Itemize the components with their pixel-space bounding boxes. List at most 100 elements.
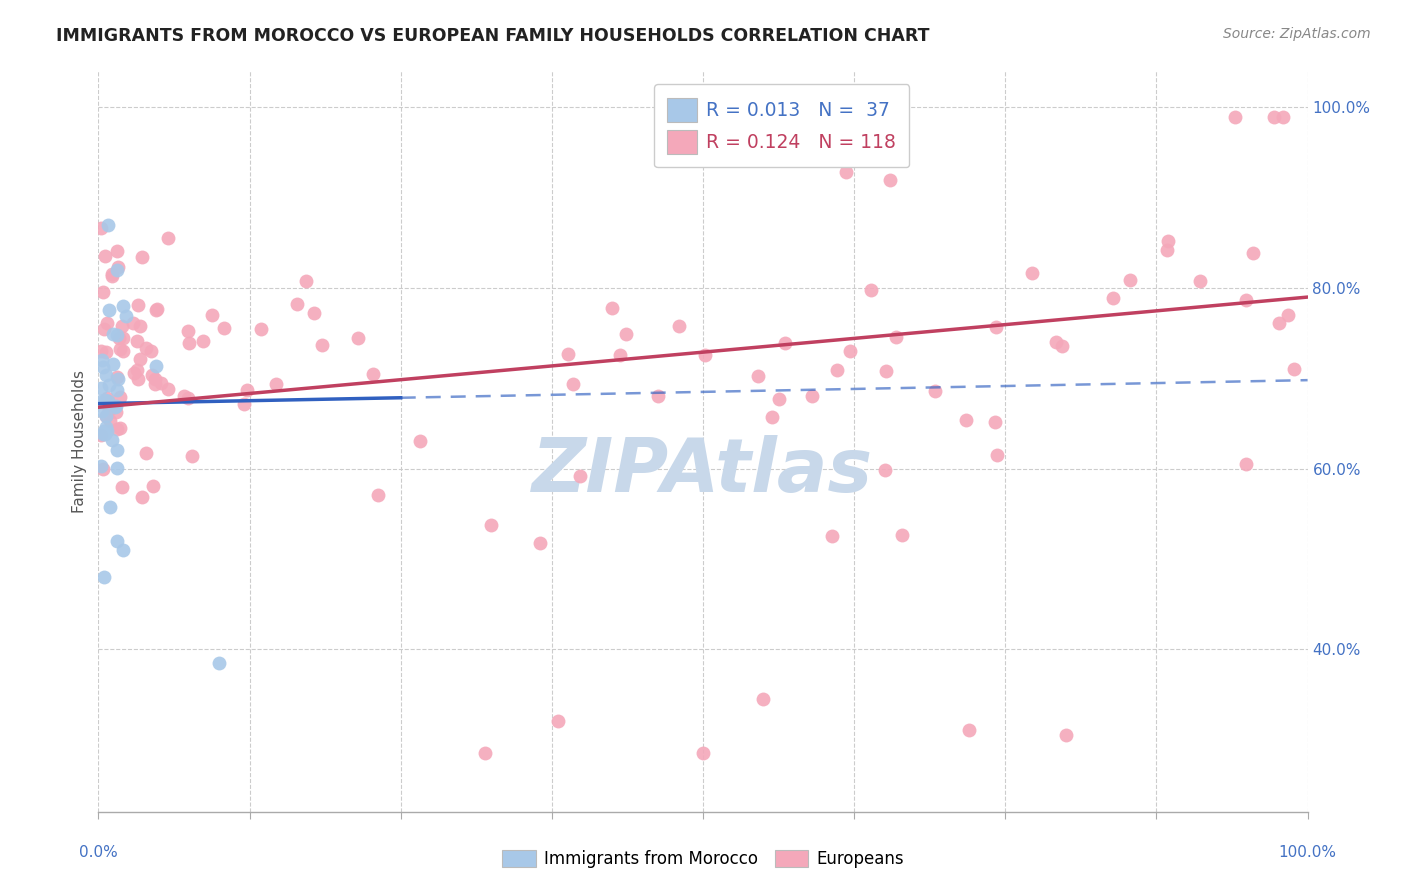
Point (884, 330, 907, 344)
Point (1052, 339, 1074, 353)
Point (609, 348, 631, 362)
Point (212, 321, 235, 335)
Point (111, 299, 134, 313)
Point (692, 746, 714, 760)
Point (104, 399, 127, 413)
Point (233, 397, 256, 411)
Point (311, 338, 333, 352)
Point (105, 442, 128, 457)
Point (145, 359, 167, 373)
Point (98, 500, 121, 514)
Point (94, 368, 117, 382)
Point (111, 331, 134, 345)
Point (835, 165, 858, 179)
Point (1054, 728, 1077, 742)
Point (173, 389, 195, 403)
Point (105, 383, 128, 397)
Point (97, 393, 120, 408)
Point (768, 392, 790, 406)
Point (122, 316, 145, 330)
Point (127, 298, 149, 312)
Point (131, 491, 153, 505)
Point (1157, 234, 1180, 248)
Point (1118, 273, 1140, 287)
Point (1282, 361, 1305, 376)
Legend: R = 0.013   N =  37, R = 0.124   N = 118: R = 0.013 N = 37, R = 0.124 N = 118 (654, 85, 910, 168)
Point (107, 331, 129, 345)
Point (145, 371, 167, 385)
Point (984, 319, 1007, 334)
Point (180, 449, 202, 463)
Point (94, 392, 117, 407)
Point (924, 384, 946, 398)
Point (1272, 110, 1295, 124)
Point (115, 309, 138, 323)
Point (93, 322, 115, 336)
Point (821, 529, 844, 543)
Point (875, 463, 897, 477)
Point (90, 459, 112, 474)
Point (408, 434, 430, 448)
Point (104, 401, 127, 415)
Point (177, 325, 200, 339)
Text: ZIPAtlas: ZIPAtlas (533, 434, 873, 508)
Point (131, 251, 153, 265)
Point (295, 274, 318, 288)
Point (875, 364, 897, 378)
Point (761, 410, 783, 425)
Point (111, 542, 134, 557)
Point (1234, 457, 1257, 471)
Point (561, 377, 583, 392)
Point (568, 468, 591, 483)
Text: 0.0%: 0.0% (79, 845, 118, 860)
Point (616, 327, 638, 342)
Point (1263, 110, 1285, 124)
Point (156, 231, 179, 245)
Point (93, 570, 115, 584)
Y-axis label: Family Households: Family Households (72, 370, 87, 513)
Point (108, 342, 131, 356)
Point (97, 403, 120, 417)
Point (129, 351, 152, 366)
Point (302, 305, 325, 319)
Point (122, 367, 145, 381)
Point (547, 714, 569, 729)
Point (90, 220, 112, 235)
Point (98, 414, 121, 428)
Point (135, 446, 157, 460)
Text: IMMIGRANTS FROM MOROCCO VS EUROPEAN FAMILY HOUSEHOLDS CORRELATION CHART: IMMIGRANTS FROM MOROCCO VS EUROPEAN FAMI… (56, 27, 929, 45)
Point (91, 403, 114, 417)
Point (1188, 274, 1211, 288)
Point (1234, 293, 1257, 308)
Point (96, 316, 118, 330)
Point (101, 269, 124, 284)
Point (108, 391, 131, 405)
Point (91, 285, 114, 299)
Point (1277, 308, 1299, 322)
Point (600, 301, 623, 315)
Point (105, 244, 128, 259)
Point (90, 381, 112, 395)
Point (146, 301, 169, 316)
Point (693, 348, 716, 362)
Point (859, 283, 882, 297)
Point (128, 319, 150, 334)
Point (367, 488, 389, 502)
Point (90, 427, 112, 442)
Point (90, 394, 112, 409)
Point (647, 389, 669, 403)
Point (98, 378, 121, 392)
Point (105, 263, 128, 277)
Point (361, 368, 384, 382)
Point (139, 343, 162, 358)
Point (107, 372, 129, 386)
Point (91, 426, 114, 441)
Point (142, 479, 165, 493)
Text: Source: ZipAtlas.com: Source: ZipAtlas.com (1223, 27, 1371, 41)
Point (984, 415, 1007, 429)
Point (1267, 316, 1289, 330)
Point (127, 363, 149, 377)
Point (1241, 246, 1264, 260)
Point (91, 353, 114, 368)
Point (101, 357, 124, 371)
